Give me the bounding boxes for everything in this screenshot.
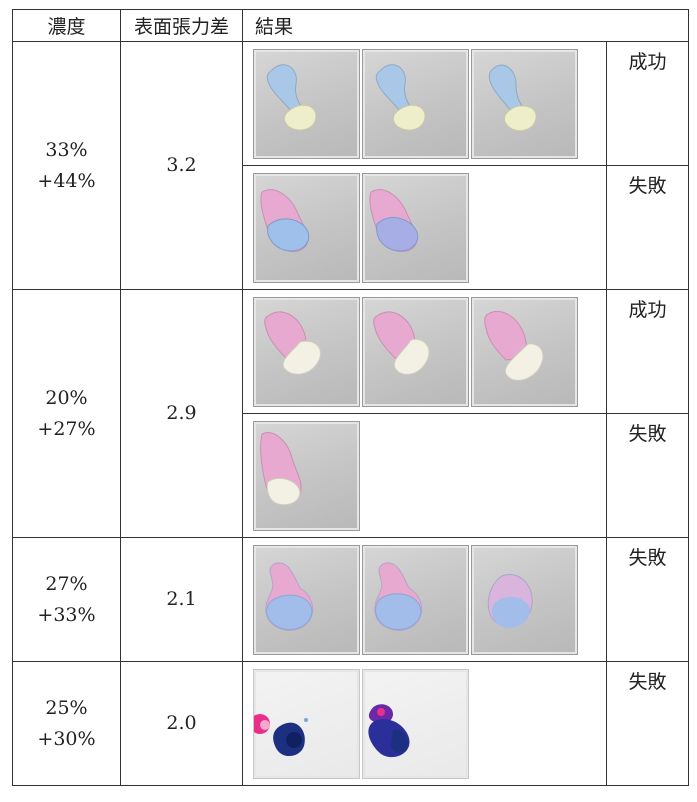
tension-diff-cell: 3.2 (120, 41, 243, 290)
concentration-cell: 27% +33% (12, 537, 121, 662)
table-row: 33% +44% 3.2 成功 (12, 41, 690, 290)
result-label: 失敗 (605, 537, 690, 662)
concentration-line-1: 20% (45, 386, 88, 409)
droplet-photo (253, 668, 360, 779)
concentration-line-1: 33% (45, 138, 88, 161)
concentration-line-1: 25% (45, 696, 88, 719)
droplet-photo (362, 48, 469, 159)
concentration-line-2: +44% (37, 169, 96, 192)
header-result: 結果 (241, 9, 690, 42)
concentration-line-2: +27% (37, 417, 96, 440)
photo-group (242, 661, 607, 786)
droplet-photo (253, 420, 360, 531)
droplet-photo (471, 296, 578, 407)
tension-diff-cell: 2.0 (120, 661, 243, 786)
table-row: 25% +30% 2.0 失敗 (12, 661, 690, 786)
table-row: 27% +33% 2.1 失敗 (12, 537, 690, 662)
droplet-photo (471, 48, 578, 159)
header-row: 濃度 表面張力差 結果 (12, 9, 690, 42)
droplet-photo (362, 544, 469, 655)
droplet-photo (253, 172, 360, 283)
result-label: 失敗 (605, 165, 690, 290)
droplet-photo (362, 668, 469, 779)
concentration-line-2: +33% (37, 603, 96, 626)
concentration-line-1: 27% (45, 572, 88, 595)
photo-group (242, 537, 607, 662)
tension-diff-cell: 2.1 (120, 537, 243, 662)
table-row: 失敗 (13, 165, 690, 290)
droplet-photo (362, 296, 469, 407)
droplet-photo (253, 48, 360, 159)
concentration-cell: 33% +44% (12, 41, 121, 290)
header-concentration: 濃度 (12, 9, 121, 42)
concentration-cell: 20% +27% (12, 289, 121, 538)
tension-diff-cell: 2.9 (120, 289, 243, 538)
result-label: 成功 (605, 289, 690, 414)
droplet-photo (253, 296, 360, 407)
droplet-photo (471, 544, 578, 655)
results-table: 濃度 表面張力差 結果 33% +44% 3.2 成功 失敗 20% +27% … (12, 9, 690, 786)
header-surface-tension-diff: 表面張力差 (120, 9, 243, 42)
droplet-photo (253, 544, 360, 655)
photo-group (242, 413, 607, 538)
result-label: 失敗 (605, 413, 690, 538)
photo-group (242, 41, 607, 166)
result-label: 失敗 (605, 661, 690, 786)
result-label: 成功 (605, 41, 690, 166)
concentration-line-2: +30% (37, 727, 96, 750)
photo-group (242, 165, 607, 290)
photo-group (242, 289, 607, 414)
table-row: 失敗 (13, 413, 690, 538)
table-row: 20% +27% 2.9 成功 (12, 289, 690, 538)
concentration-cell: 25% +30% (12, 661, 121, 786)
droplet-photo (362, 172, 469, 283)
